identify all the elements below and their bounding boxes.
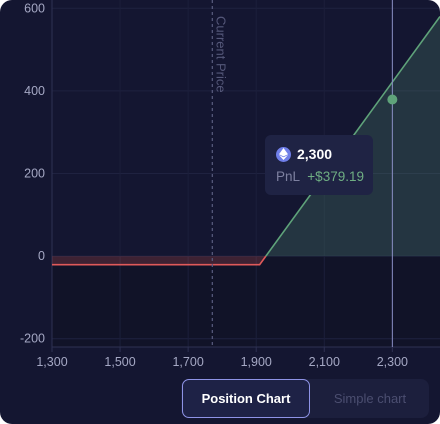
- y-tick-label: 400: [24, 84, 45, 98]
- negative-region: [52, 256, 440, 347]
- ethereum-icon: [276, 147, 291, 162]
- simple-chart-button[interactable]: Simple chart: [314, 379, 426, 418]
- chart-mode-toggle: Position Chart Simple chart: [181, 379, 429, 418]
- x-tick-label: 1,300: [36, 355, 67, 369]
- x-tick-label: 1,900: [241, 355, 272, 369]
- x-tick-label: 1,500: [104, 355, 135, 369]
- x-tick-label: 1,700: [172, 355, 203, 369]
- x-tick-label: 2,100: [309, 355, 340, 369]
- y-tick-label: 200: [24, 167, 45, 181]
- x-tick-label: 2,300: [377, 355, 408, 369]
- tooltip-price: 2,300: [297, 146, 332, 162]
- tooltip-pnl-label: PnL: [276, 169, 300, 184]
- price-tooltip: 2,300 PnL +$379.19: [265, 135, 373, 195]
- y-tick-label: 0: [38, 249, 45, 263]
- y-tick-label: 600: [24, 1, 45, 15]
- hover-marker-point[interactable]: [387, 94, 397, 104]
- tooltip-pnl-value: +$379.19: [307, 169, 364, 184]
- y-tick-label: -200: [20, 332, 45, 346]
- position-chart-button[interactable]: Position Chart: [182, 379, 310, 418]
- loss-area: [52, 256, 266, 265]
- current-price-label: Current Price: [213, 16, 228, 93]
